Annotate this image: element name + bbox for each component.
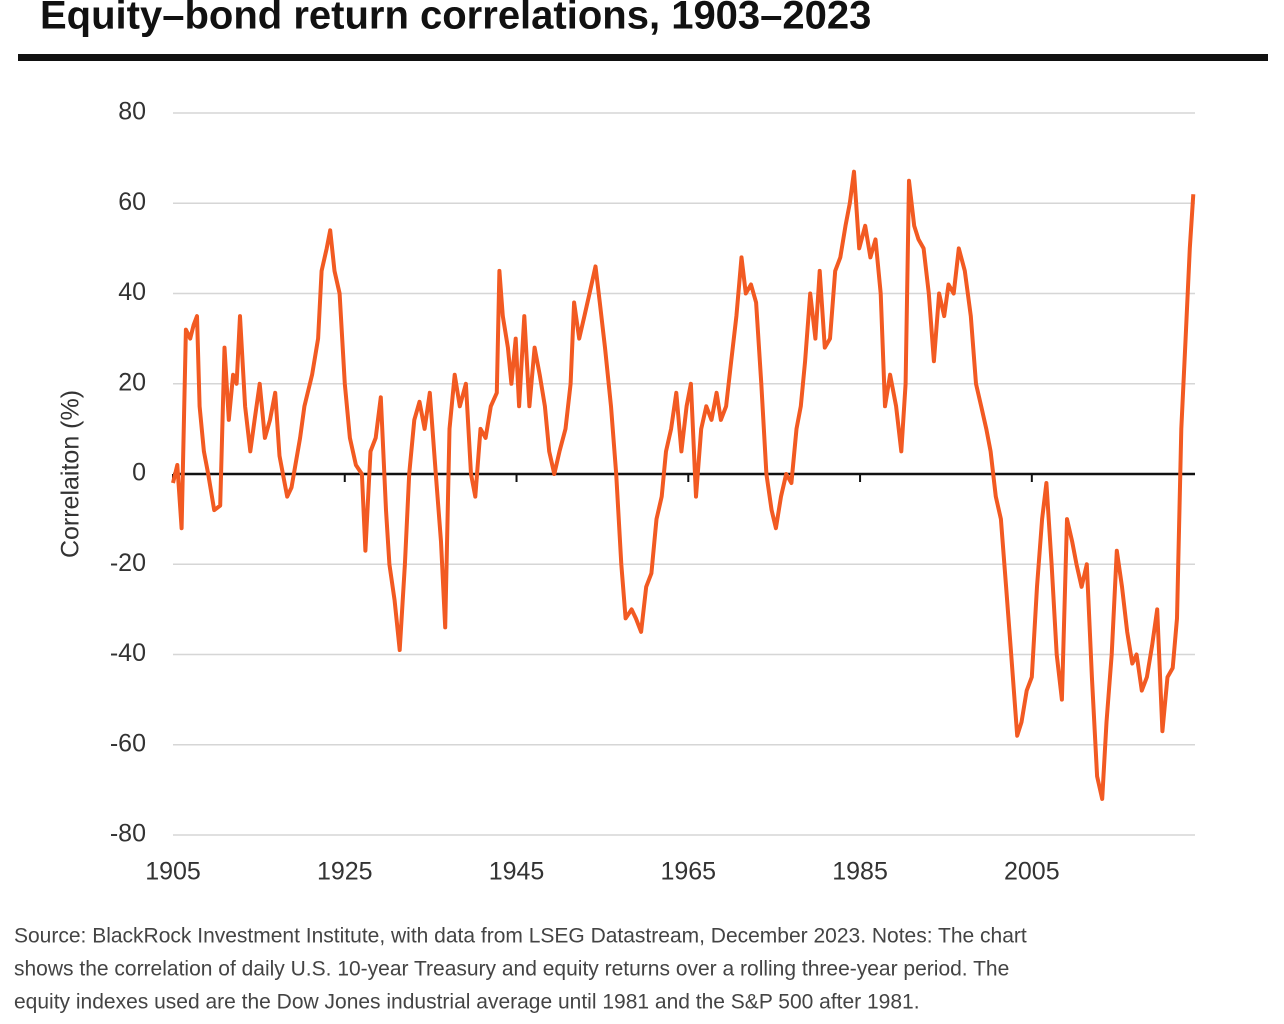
y-tick-label: -80 bbox=[110, 820, 146, 848]
y-tick-label: 60 bbox=[118, 188, 146, 216]
chart-title: Equity–bond return correlations, 1903–20… bbox=[40, 0, 871, 38]
y-tick-label: -60 bbox=[110, 729, 146, 757]
data-line bbox=[171, 169, 1196, 801]
x-tick-label: 1945 bbox=[489, 858, 545, 886]
note-line: shows the correlation of daily U.S. 10-y… bbox=[14, 958, 1009, 981]
x-tick-label: 1905 bbox=[145, 858, 201, 886]
note-line: Source: BlackRock Investment Institute, … bbox=[14, 925, 1027, 948]
note-line: equity indexes used are the Dow Jones in… bbox=[14, 991, 920, 1014]
y-tick-label: 40 bbox=[118, 278, 146, 306]
y-tick-label: 0 bbox=[132, 459, 146, 487]
y-tick-label: 80 bbox=[118, 98, 146, 126]
x-tick-label: 1985 bbox=[832, 858, 888, 886]
title-rule bbox=[18, 54, 1268, 61]
y-axis-label: Correlaiton (%) bbox=[57, 390, 85, 558]
x-tick-label: 1925 bbox=[317, 858, 373, 886]
x-tick-label: 2005 bbox=[1004, 858, 1060, 886]
y-tick-label: -20 bbox=[110, 549, 146, 577]
x-tick-label: 1965 bbox=[660, 858, 716, 886]
y-tick-label: -40 bbox=[110, 639, 146, 667]
y-tick-label: 20 bbox=[118, 368, 146, 396]
